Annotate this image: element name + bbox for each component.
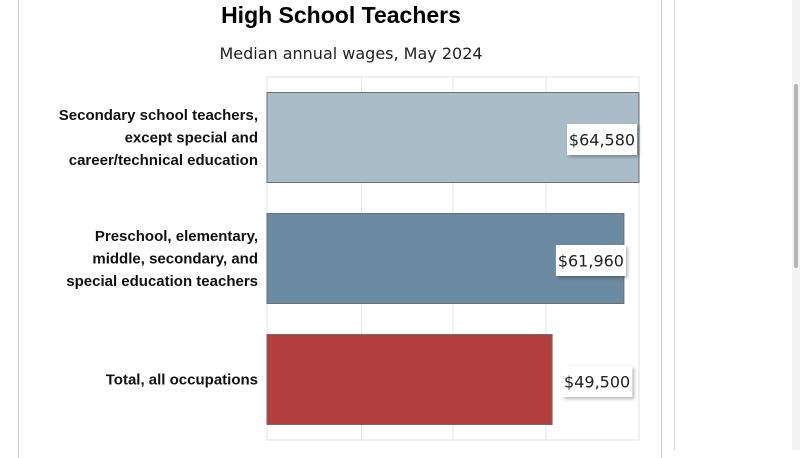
scrollbar-thumb[interactable] [794, 84, 798, 268]
value-label-1: $64,580 [569, 131, 635, 150]
chart-title: High School Teachers [221, 2, 461, 28]
category-label-3: Total, all occupations [106, 372, 258, 389]
value-label-3: $49,500 [564, 373, 630, 392]
side-panel-divider [674, 0, 675, 450]
value-label-box-2 [555, 245, 626, 276]
value-label-box-3 [562, 366, 633, 397]
value-label-2: $61,960 [558, 252, 624, 271]
value-label-box-1 [567, 124, 637, 155]
page-frame [18, 0, 662, 458]
category-label-1: Secondary school teachers, except special… [59, 107, 258, 169]
category-label-layer: Secondary school teachers, except special… [59, 107, 258, 389]
bar-3 [266, 334, 553, 425]
chart-subtitle: Median annual wages, May 2024 [219, 44, 483, 63]
value-label-layer: $64,580 $61,960 $49,500 [555, 124, 637, 397]
category-label-2: Preschool, elementary, middle, secondary,… [66, 228, 258, 290]
